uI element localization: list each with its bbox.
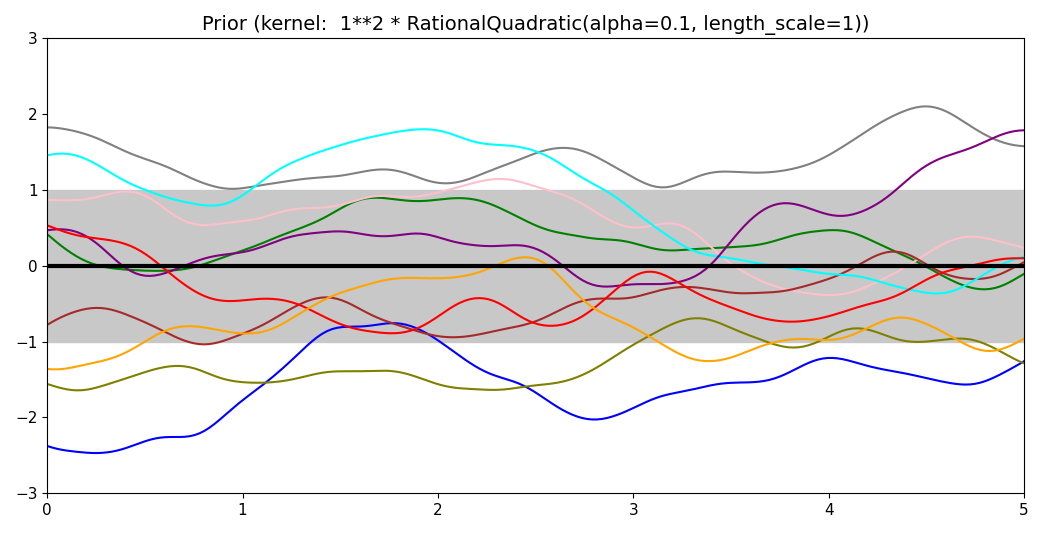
Title: Prior (kernel:  1**2 * RationalQuadratic(alpha=0.1, length_scale=1)): Prior (kernel: 1**2 * RationalQuadratic(… xyxy=(201,15,870,35)
